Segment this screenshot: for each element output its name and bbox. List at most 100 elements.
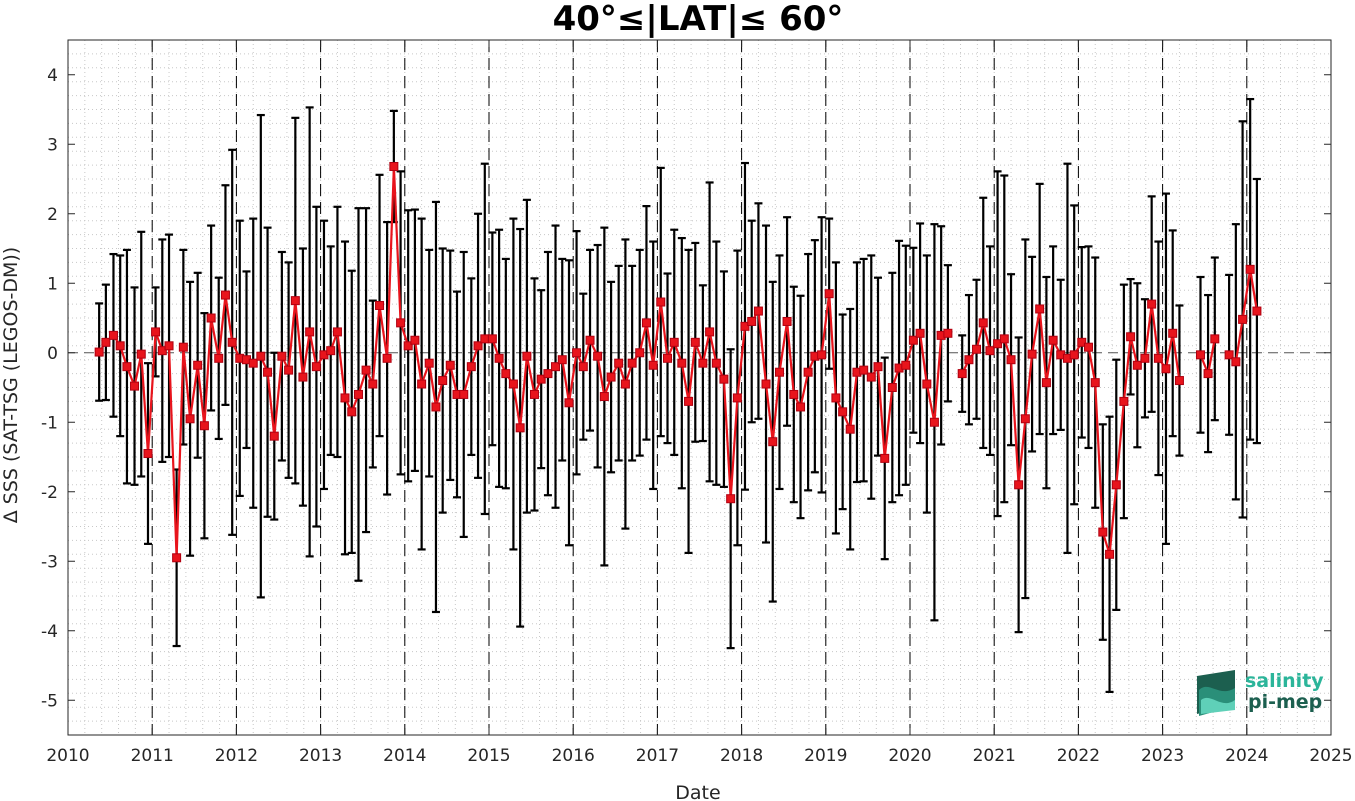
data-point xyxy=(564,398,574,408)
data-point xyxy=(572,348,582,358)
data-point xyxy=(887,383,897,392)
data-point xyxy=(368,379,378,389)
data-point xyxy=(845,424,855,434)
data-point xyxy=(263,367,273,377)
data-point xyxy=(1006,355,1016,365)
data-point xyxy=(838,407,848,417)
axis-ticks xyxy=(67,40,1332,735)
x-tick-label: 2014 xyxy=(383,746,426,766)
data-point xyxy=(143,449,153,459)
data-point xyxy=(311,362,321,372)
data-point xyxy=(557,355,567,365)
data-point xyxy=(831,393,841,403)
data-point xyxy=(529,389,539,399)
data-point xyxy=(782,316,792,326)
salinity-pimep-logo: salinity pi-mep xyxy=(1197,670,1324,716)
data-point xyxy=(859,365,869,375)
x-tick-label: 2015 xyxy=(467,746,510,766)
series-markers xyxy=(94,161,1262,563)
data-point xyxy=(256,351,266,361)
data-point xyxy=(1098,527,1108,537)
data-point xyxy=(1020,414,1030,424)
x-tick-label: 2025 xyxy=(1309,746,1352,766)
data-point xyxy=(669,337,679,347)
data-point xyxy=(396,318,406,328)
x-tick-label: 2021 xyxy=(973,746,1016,766)
data-point xyxy=(824,289,834,299)
y-tick-label: 2 xyxy=(47,205,58,225)
data-point xyxy=(480,334,490,344)
data-point xyxy=(227,337,237,347)
x-axis-label: Date xyxy=(675,782,720,801)
data-point xyxy=(768,437,778,447)
data-point xyxy=(108,330,118,340)
data-point xyxy=(677,358,687,368)
data-point xyxy=(515,423,525,433)
data-point xyxy=(508,379,518,389)
axes-box xyxy=(67,39,1332,736)
data-point xyxy=(901,360,911,370)
data-point xyxy=(1126,332,1136,342)
data-point xyxy=(382,353,392,363)
data-point xyxy=(627,358,637,368)
data-point xyxy=(206,313,216,323)
data-point xyxy=(424,358,434,368)
data-point xyxy=(220,290,230,300)
y-tick-label: -5 xyxy=(41,691,58,711)
data-point xyxy=(648,360,658,370)
data-point xyxy=(1210,334,1220,344)
data-point xyxy=(663,353,673,363)
data-point xyxy=(1084,342,1094,352)
data-point xyxy=(705,327,715,337)
data-point xyxy=(157,346,167,356)
x-tick-label: 2012 xyxy=(215,746,258,766)
data-point xyxy=(332,327,342,337)
data-point xyxy=(410,335,420,345)
data-point xyxy=(199,421,209,431)
y-tick-label: -2 xyxy=(41,483,58,503)
data-point xyxy=(866,372,876,382)
data-point xyxy=(185,414,195,424)
chart-title: 40°≤|LAT|≤ 60° xyxy=(553,0,844,39)
y-tick-label: 0 xyxy=(47,344,58,364)
data-point xyxy=(1203,369,1213,379)
data-point xyxy=(1252,306,1262,316)
data-point xyxy=(536,374,546,384)
y-tick-label: 1 xyxy=(47,274,58,294)
data-point xyxy=(747,316,757,326)
data-point xyxy=(1245,264,1255,274)
data-point xyxy=(698,358,708,368)
x-tick-label: 2017 xyxy=(636,746,679,766)
data-point xyxy=(305,327,315,337)
logo-line2: pi-mep xyxy=(1248,691,1322,713)
data-point xyxy=(130,381,140,391)
data-point xyxy=(578,362,588,372)
data-point xyxy=(908,335,918,345)
data-point xyxy=(543,369,553,379)
data-point xyxy=(1238,314,1248,324)
data-point xyxy=(1231,357,1241,367)
data-point xyxy=(326,346,336,356)
data-point xyxy=(817,350,827,360)
data-point xyxy=(753,306,763,316)
data-point xyxy=(635,348,645,358)
data-point xyxy=(1153,353,1163,363)
y-tick-label: -4 xyxy=(41,622,58,642)
data-point xyxy=(1069,350,1079,360)
grid xyxy=(67,39,1332,736)
data-point xyxy=(298,372,308,382)
data-point xyxy=(1119,396,1129,406)
data-point xyxy=(1077,337,1087,347)
data-point xyxy=(277,351,287,361)
data-point xyxy=(1014,480,1024,490)
data-point xyxy=(972,344,982,354)
data-point xyxy=(999,334,1009,344)
data-point xyxy=(438,376,448,386)
data-point xyxy=(1041,378,1051,388)
data-point xyxy=(1111,480,1121,490)
data-point xyxy=(347,407,357,417)
data-point xyxy=(593,351,603,361)
data-point xyxy=(214,353,224,363)
data-point xyxy=(94,347,104,357)
